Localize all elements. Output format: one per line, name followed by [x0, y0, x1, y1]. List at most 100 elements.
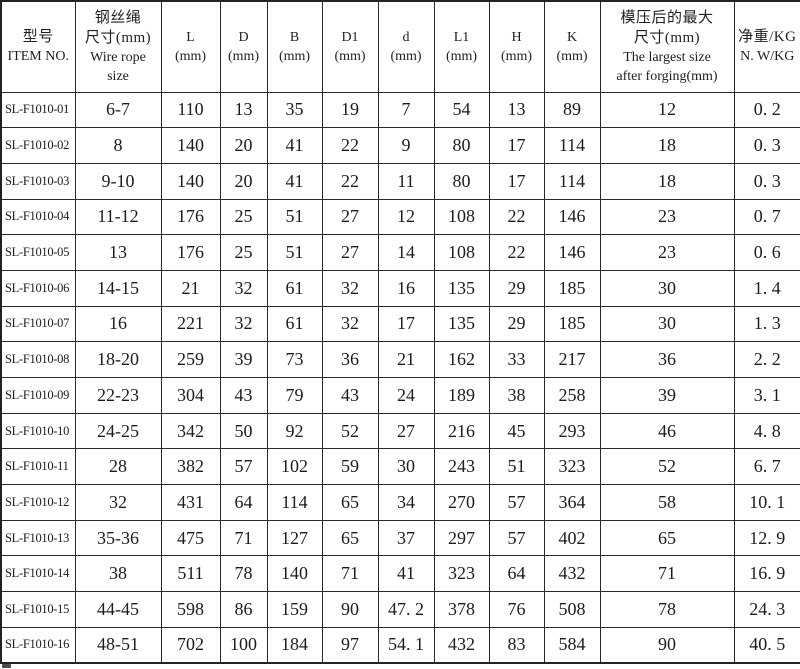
cell-d1: 22: [321, 127, 379, 164]
cell-d-small: 9: [377, 127, 435, 164]
column-header-line: (mm): [445, 48, 478, 64]
cell-net-weight: 24. 3: [733, 591, 800, 628]
cell-wire-rope-size: 13: [74, 234, 162, 271]
cell-d1: 27: [321, 198, 379, 236]
column-header-line: B: [289, 29, 300, 45]
cell-l1: 378: [433, 591, 490, 628]
column-header-h: H (mm): [488, 0, 545, 93]
cell-largest-size: 71: [599, 555, 735, 593]
table-row: SL-F1010-06 14-15 21 32 61 32 16 135 29 185 30 1. 4: [0, 269, 800, 307]
cell-d-cap: 100: [219, 626, 268, 664]
cell-l1: 135: [433, 305, 490, 343]
cell-d1: 32: [321, 305, 379, 343]
cell-l: 431: [160, 484, 221, 521]
cell-d1: 36: [321, 341, 379, 378]
cell-largest-size: 23: [599, 234, 735, 271]
cell-d-cap: 57: [219, 448, 268, 486]
scan-artifact: [2, 664, 11, 668]
cell-b: 127: [266, 519, 323, 557]
cell-wire-rope-size: 35-36: [74, 519, 162, 557]
cell-l1: 108: [433, 234, 490, 271]
cell-d-cap: 71: [219, 519, 268, 557]
table-row: SL-F1010-15 44-45 598 86 159 90 47. 2 378 76 508 7…: [0, 591, 800, 628]
cell-wire-rope-size: 6-7: [74, 91, 162, 129]
cell-h: 29: [488, 269, 545, 307]
column-header-b: B (mm): [266, 0, 323, 93]
cell-item-no: SL-F1010-08: [0, 341, 76, 378]
cell-largest-size: 90: [599, 626, 735, 664]
cell-d-cap: 25: [219, 234, 268, 271]
cell-d-small: 21: [377, 341, 435, 378]
cell-h: 51: [488, 448, 545, 486]
column-header-line: 净重/KG: [738, 29, 797, 46]
cell-item-no: SL-F1010-12: [0, 484, 76, 521]
cell-item-no: SL-F1010-09: [0, 377, 76, 414]
cell-l: 140: [160, 162, 221, 200]
cell-net-weight: 0. 7: [733, 198, 800, 236]
cell-d-cap: 13: [219, 91, 268, 129]
cell-item-no: SL-F1010-10: [0, 412, 76, 450]
column-header-line: N. W/KG: [740, 49, 795, 65]
cell-item-no: SL-F1010-03: [0, 162, 76, 200]
column-header-line: (mm): [334, 48, 366, 64]
cell-d-small: 41: [377, 555, 435, 593]
table-row: SL-F1010-13 35-36 475 71 127 65 37 297 57 402 65 12…: [0, 519, 800, 557]
cell-d-cap: 64: [219, 484, 268, 521]
cell-d1: 97: [321, 626, 379, 664]
cell-d1: 43: [321, 377, 379, 414]
cell-item-no: SL-F1010-11: [0, 448, 76, 486]
cell-item-no: SL-F1010-07: [0, 305, 76, 343]
cell-k: 146: [543, 198, 601, 236]
cell-net-weight: 3. 1: [733, 377, 800, 414]
column-header-line: ITEM NO.: [7, 49, 69, 65]
cell-d1: 32: [321, 269, 379, 307]
cell-largest-size: 30: [599, 269, 735, 307]
cell-h: 83: [488, 626, 545, 664]
table-body: SL-F1010-01 6-7 110 13 35 19 7 54 13 89 12 0. 2 SL-F…: [0, 91, 800, 664]
column-header-line: (mm): [500, 48, 533, 64]
cell-d-small: 11: [377, 162, 435, 200]
table-row: SL-F1010-11 28 382 57 102 59 30 243 51 323 52 6. 7: [0, 448, 800, 486]
column-header-line: The largest size: [623, 49, 711, 65]
column-header-l: L (mm): [160, 0, 221, 93]
cell-largest-size: 46: [599, 412, 735, 450]
column-header-largest-size: 模压后的最大 尺寸(mm) The largest size after forgin…: [599, 0, 735, 93]
cell-largest-size: 30: [599, 305, 735, 343]
cell-net-weight: 6. 7: [733, 448, 800, 486]
cell-d-small: 30: [377, 448, 435, 486]
cell-h: 22: [488, 198, 545, 236]
cell-net-weight: 0. 3: [733, 162, 800, 200]
cell-l1: 297: [433, 519, 490, 557]
cell-largest-size: 12: [599, 91, 735, 129]
cell-k: 258: [543, 377, 601, 414]
cell-net-weight: 10. 1: [733, 484, 800, 521]
cell-h: 57: [488, 484, 545, 521]
cell-d-small: 27: [377, 412, 435, 450]
cell-h: 33: [488, 341, 545, 378]
cell-k: 185: [543, 305, 601, 343]
cell-l: 221: [160, 305, 221, 343]
cell-h: 13: [488, 91, 545, 129]
cell-largest-size: 52: [599, 448, 735, 486]
cell-d-cap: 43: [219, 377, 268, 414]
cell-item-no: SL-F1010-14: [0, 555, 76, 593]
cell-d1: 22: [321, 162, 379, 200]
cell-b: 51: [266, 234, 323, 271]
cell-k: 508: [543, 591, 601, 628]
table-row: SL-F1010-01 6-7 110 13 35 19 7 54 13 89 12 0. 2: [0, 91, 800, 129]
cell-net-weight: 0. 2: [733, 91, 800, 129]
cell-d-cap: 86: [219, 591, 268, 628]
column-header-wire-rope-size: 钢丝绳 尺寸(mm) Wire rope size: [74, 0, 162, 93]
column-header-net-weight: 净重/KG N. W/KG: [733, 0, 800, 93]
cell-h: 22: [488, 234, 545, 271]
cell-net-weight: 1. 3: [733, 305, 800, 343]
cell-wire-rope-size: 9-10: [74, 162, 162, 200]
cell-wire-rope-size: 11-12: [74, 198, 162, 236]
column-header-line: K: [566, 29, 578, 45]
cell-k: 432: [543, 555, 601, 593]
cell-l: 176: [160, 234, 221, 271]
cell-d1: 59: [321, 448, 379, 486]
table-row: SL-F1010-05 13 176 25 51 27 14 108 22 146 23 0. 6: [0, 234, 800, 271]
